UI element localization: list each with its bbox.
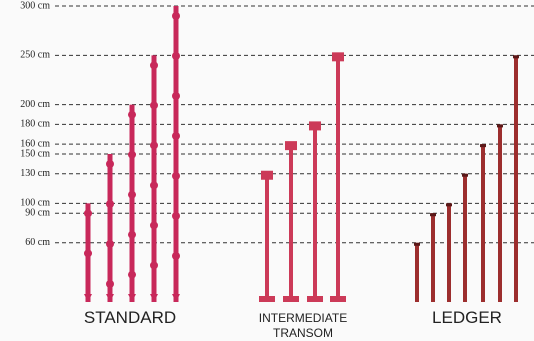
ledger-tip [462, 173, 468, 177]
ledger-rod [431, 213, 435, 302]
y-tick-label: 100 cm [20, 198, 50, 209]
transom-rod [265, 173, 269, 302]
y-tick-label: 300 cm [20, 0, 50, 11]
transom-base [307, 296, 323, 302]
rod-tip [128, 294, 136, 302]
transom-cap [285, 141, 297, 151]
rosette [106, 160, 114, 168]
rosette [150, 221, 158, 230]
ledger-rod [481, 144, 485, 302]
rosette [172, 12, 180, 20]
rod-tip [172, 294, 180, 302]
standard-rod [173, 6, 179, 302]
ledger-rod [447, 203, 451, 302]
ledger-tip [513, 55, 519, 59]
group-label: LEDGER [432, 308, 502, 327]
group-label: INTERMEDIATE TRANSOM [258, 311, 348, 340]
rosette [172, 212, 180, 220]
rosette [128, 190, 136, 199]
rosette [150, 261, 158, 270]
rod-tip [84, 294, 92, 302]
standard-rod [129, 104, 135, 303]
ledger-tip [414, 242, 420, 246]
standard-rod [107, 154, 113, 302]
rosette [106, 240, 114, 248]
rosette [150, 141, 158, 150]
group-label: STANDARD [83, 308, 177, 327]
transom-base [259, 296, 275, 302]
rosette [172, 92, 180, 100]
y-tick-label: 130 cm [20, 168, 50, 179]
rosette [128, 110, 136, 119]
transom-rod [313, 124, 317, 303]
rosette [172, 52, 180, 60]
page: 60 cm 90 cm 100 cm 130 cm 150 cm 160 cm 180 cm… [20, 0, 534, 340]
ledger-tip [430, 213, 436, 217]
ledger-rod [415, 242, 419, 302]
y-tick-label: 160 cm [20, 138, 50, 149]
ledger-tip [480, 144, 486, 148]
transom-base [330, 296, 346, 302]
rod-tip [150, 294, 158, 302]
y-tick-label: 150 cm [20, 148, 50, 159]
rosette [128, 230, 136, 239]
rosette [150, 181, 158, 190]
ledger-rod [498, 124, 502, 303]
ledger-tip [497, 124, 503, 128]
rosette [128, 150, 136, 159]
rosette [106, 280, 114, 288]
y-tick-label: 250 cm [20, 50, 50, 61]
transom-cap [332, 52, 344, 62]
rosette [128, 270, 136, 279]
ledger-rod [514, 55, 518, 303]
ledger-tip [446, 203, 452, 207]
transom-rod [336, 55, 340, 303]
rosette [150, 101, 158, 110]
standard-rod [151, 55, 157, 303]
transom-cap [309, 121, 321, 131]
rosette [84, 249, 92, 258]
y-tick-label: 200 cm [20, 99, 50, 110]
rosette [172, 172, 180, 180]
y-tick-label: 90 cm [25, 207, 50, 218]
rosette [84, 209, 92, 218]
transom-rod [289, 144, 293, 302]
transom-base [283, 296, 299, 302]
rod-tip [106, 294, 114, 302]
ledger-rod [463, 173, 467, 302]
rosette [172, 132, 180, 140]
y-tick-label: 180 cm [20, 119, 50, 130]
transom-cap [261, 170, 273, 180]
rosette [150, 61, 158, 70]
y-tick-label: 60 cm [25, 237, 50, 248]
rosette [172, 252, 180, 260]
rosette [106, 200, 114, 208]
